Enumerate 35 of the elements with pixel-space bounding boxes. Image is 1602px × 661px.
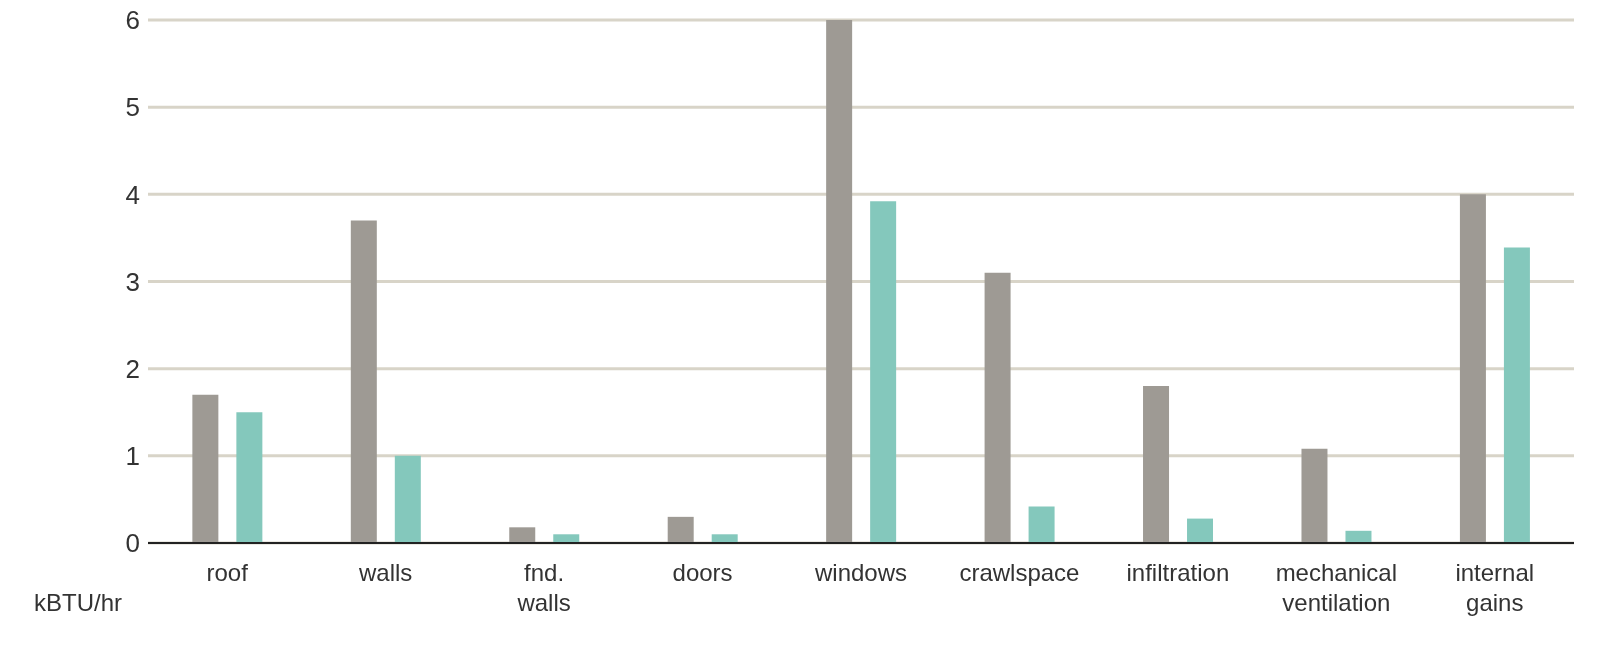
bar (984, 272, 1011, 543)
bar (1301, 448, 1328, 543)
x-tick-label: infiltration (1126, 559, 1230, 586)
bar (826, 20, 853, 543)
bar (1503, 247, 1530, 543)
bar (667, 516, 694, 543)
x-tick-label: doors (672, 559, 733, 586)
x-tick-label: mechanical ventilation (1275, 559, 1398, 616)
bar (553, 534, 580, 543)
bar (1459, 194, 1486, 543)
x-tick-label: internal gains (1455, 559, 1535, 616)
bar (711, 534, 738, 543)
x-tick-label: roof (206, 559, 249, 586)
bar (1187, 518, 1214, 543)
y-tick-label: 5 (125, 92, 140, 123)
bar (1028, 506, 1055, 543)
bar (1345, 530, 1372, 543)
bar (394, 455, 421, 543)
x-tick-label: crawlspace (959, 559, 1080, 586)
bar (192, 394, 219, 543)
x-tick-label: windows (813, 559, 908, 586)
y-axis-title: kBTU/hr (33, 589, 123, 616)
x-tick-label: fnd. walls (516, 559, 571, 616)
bar (870, 201, 897, 543)
bar (1143, 386, 1170, 543)
bar (236, 412, 263, 543)
y-tick-label: 4 (125, 179, 140, 210)
y-tick-label: 0 (125, 528, 140, 559)
bar (350, 220, 377, 543)
bar (509, 527, 536, 543)
y-tick-label: 6 (125, 5, 140, 36)
y-tick-label: 2 (125, 353, 140, 384)
y-tick-label: 3 (125, 266, 140, 297)
y-tick-label: 1 (125, 441, 140, 472)
x-tick-label: walls (357, 559, 413, 586)
